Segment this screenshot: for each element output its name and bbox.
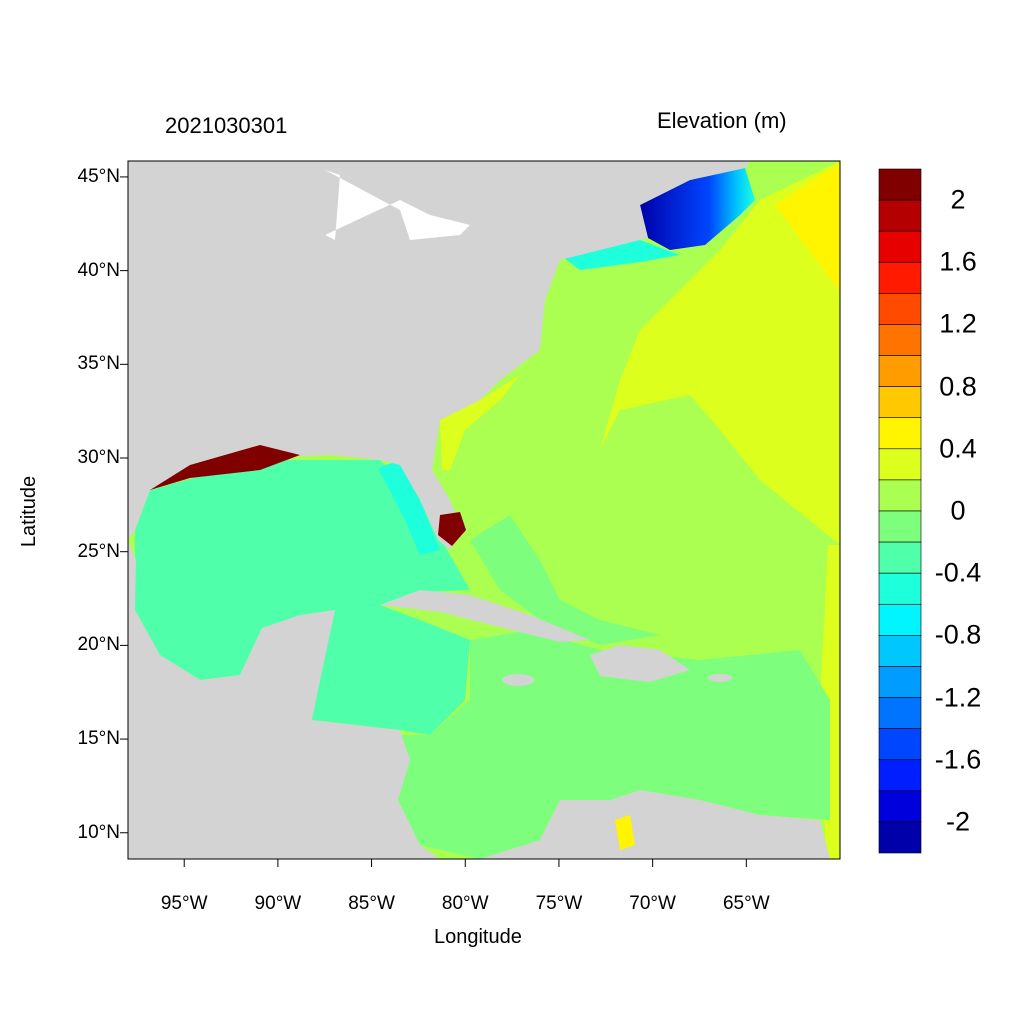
colorbar-swatch — [878, 821, 922, 854]
ocean-gulf-of-mexico — [135, 460, 470, 735]
colorbar-swatch — [878, 728, 922, 761]
colorbar-swatch — [878, 479, 922, 512]
land-hispaniola — [590, 645, 690, 682]
colorbar-swatch — [878, 168, 922, 201]
colorbar-label: 1.6 — [939, 246, 977, 277]
colorbar-label: -2 — [945, 806, 971, 837]
ocean-ne-yellow — [775, 163, 840, 292]
colorbar-swatch — [878, 697, 922, 729]
colorbar-swatch — [878, 572, 922, 605]
colorbar-swatch — [878, 510, 922, 543]
colorbar-swatch — [878, 666, 922, 698]
colorbar — [878, 168, 922, 854]
ocean-gulf-of-maine — [640, 168, 755, 250]
colorbar-swatch — [878, 230, 922, 263]
elevation-gulf-coast-high — [150, 445, 300, 490]
lon-tick-label: 95°W — [160, 893, 208, 914]
land-mexico-central-america — [128, 540, 440, 859]
colorbar-swatch — [878, 417, 922, 450]
colorbar-swatch — [878, 759, 922, 792]
lon-tick-label: 90°W — [254, 893, 302, 914]
lon-tick-label: 65°W — [722, 893, 770, 914]
colorbar-label: 2 — [950, 184, 966, 215]
great-lakes — [325, 170, 470, 240]
variable-title: Elevation (m) — [657, 108, 787, 133]
colorbar-swatch — [878, 324, 922, 356]
lat-tick-label: 20°N — [77, 634, 120, 656]
lon-tick-label: 80°W — [441, 893, 489, 914]
ocean-florida-shelf — [378, 460, 440, 555]
lon-tick-label: 70°W — [629, 893, 676, 914]
ocean-mid-atlantic-low — [560, 240, 680, 270]
colorbar-label: -1.6 — [934, 744, 982, 775]
colorbar-swatch — [878, 448, 922, 481]
colorbar-swatch — [878, 541, 922, 574]
elevation-florida-high — [438, 512, 466, 546]
ocean-bahamas — [470, 515, 660, 645]
colorbar-label: -0.4 — [934, 557, 982, 588]
plot-frame — [127, 160, 841, 860]
elevation-venezuela-high — [615, 815, 635, 850]
lat-tick-label: 45°N — [77, 165, 120, 187]
land-puerto-rico — [708, 674, 732, 682]
colorbar-swatch — [878, 199, 922, 232]
lon-tick-label: 75°W — [535, 893, 583, 914]
lat-tick-label: 40°N — [77, 259, 120, 281]
map-area — [128, 161, 840, 859]
land-south-america — [480, 790, 830, 859]
colorbar-swatch — [878, 603, 922, 636]
colorbar-swatch — [878, 790, 922, 823]
lat-tick-label: 10°N — [77, 821, 120, 843]
land-cuba — [380, 590, 590, 642]
axis-ticks — [120, 176, 747, 867]
colorbar-swatch — [878, 635, 922, 667]
colorbar-label: 0 — [950, 495, 966, 526]
colorbar-swatch — [878, 261, 922, 294]
colorbar-swatch — [878, 293, 922, 325]
ocean-east-high — [600, 161, 840, 545]
colorbar-label: -1.2 — [934, 682, 982, 713]
lat-tick-label: 25°N — [77, 540, 120, 562]
lat-tick-label: 35°N — [77, 353, 120, 375]
colorbar-swatch — [878, 355, 922, 387]
colorbar-label: 0.8 — [939, 371, 977, 402]
lat-tick-label: 15°N — [77, 728, 120, 750]
colorbar-label: -0.8 — [934, 619, 982, 650]
x-axis-label: Longitude — [434, 926, 522, 948]
colorbar-label: 1.2 — [939, 308, 977, 339]
lat-tick-label: 30°N — [77, 447, 120, 468]
colorbar-swatch — [878, 386, 922, 419]
colorbar-label: 0.4 — [939, 433, 977, 464]
lon-tick-label: 85°W — [348, 893, 395, 914]
ocean-caribbean — [398, 630, 830, 859]
land-jamaica — [502, 674, 534, 686]
date-title: 2021030301 — [165, 113, 288, 138]
ocean-se-coast-high — [440, 375, 520, 470]
